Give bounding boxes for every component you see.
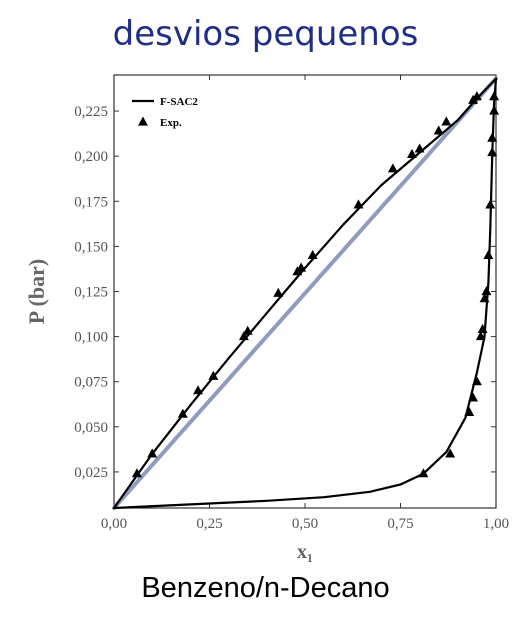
x-tick-label: 0,75 [387, 516, 413, 532]
legend-marker-swatch [138, 116, 148, 126]
x-axis-label: x₁ [297, 541, 313, 563]
y-tick-label: 0,225 [74, 104, 108, 120]
legend-label-exp: Exp. [160, 117, 182, 129]
exp-data-point [468, 392, 479, 402]
exp-data-point [307, 249, 318, 259]
exp-data-point [481, 286, 492, 296]
exp-data-point [147, 448, 158, 458]
x-tick-label: 0,25 [196, 516, 222, 532]
exp-data-point [353, 199, 364, 209]
exp-data-point [489, 105, 500, 115]
exp-data-point [177, 408, 188, 418]
exp-data-point [489, 91, 500, 101]
exp-data-point [131, 468, 142, 478]
exp-data-point [242, 325, 253, 335]
legend: F-SAC2 Exp. [132, 96, 198, 129]
exp-markers [131, 91, 500, 478]
exp-data-point [471, 376, 482, 386]
exp-data-point [296, 262, 307, 272]
y-tick-label: 0,125 [74, 285, 108, 301]
y-tick-label: 0,175 [74, 194, 108, 210]
exp-data-point [414, 143, 425, 153]
y-tick-label: 0,100 [74, 330, 108, 346]
legend-label-model: F-SAC2 [160, 96, 198, 108]
model-line [112, 77, 498, 510]
x-tick-label: 0,50 [292, 516, 318, 532]
y-tick-label: 0,150 [74, 239, 108, 255]
ideal-line [112, 76, 498, 510]
exp-data-point [441, 116, 452, 126]
exp-data-point [387, 163, 398, 173]
x-tick-label: 0,00 [101, 516, 127, 532]
exp-data-point [485, 199, 496, 209]
exp-data-point [273, 287, 284, 297]
axes: 0,00 0,25 0,50 0,75 1,00 0,025 0,050 0,075 0,100… [24, 74, 509, 563]
exp-data-point [479, 293, 490, 303]
exp-data-point [475, 331, 486, 341]
exp-data-point [487, 132, 498, 142]
y-axis-label: P (bar) [24, 259, 49, 324]
exp-data-point [433, 125, 444, 135]
exp-data-point [487, 147, 498, 157]
exp-data-point [208, 370, 219, 380]
exp-data-point [445, 448, 456, 458]
exp-data-point [238, 331, 249, 341]
exp-data-point [418, 468, 429, 478]
exp-data-point [193, 385, 203, 395]
y-tick-label: 0,075 [74, 375, 108, 391]
y-tick-label: 0,050 [74, 420, 108, 436]
y-tick-label: 0,200 [74, 149, 108, 165]
chart-title: desvios pequenos [112, 14, 419, 54]
exp-data-point [407, 148, 417, 158]
system-caption: Benzeno/n-Decano [141, 572, 390, 604]
exp-data-point [483, 249, 494, 259]
exp-data-point [471, 91, 482, 101]
y-tick-label: 0,025 [74, 465, 108, 481]
x-tick-label: 1,00 [483, 516, 509, 532]
exp-data-point [464, 406, 475, 416]
exp-data-point [477, 323, 488, 333]
